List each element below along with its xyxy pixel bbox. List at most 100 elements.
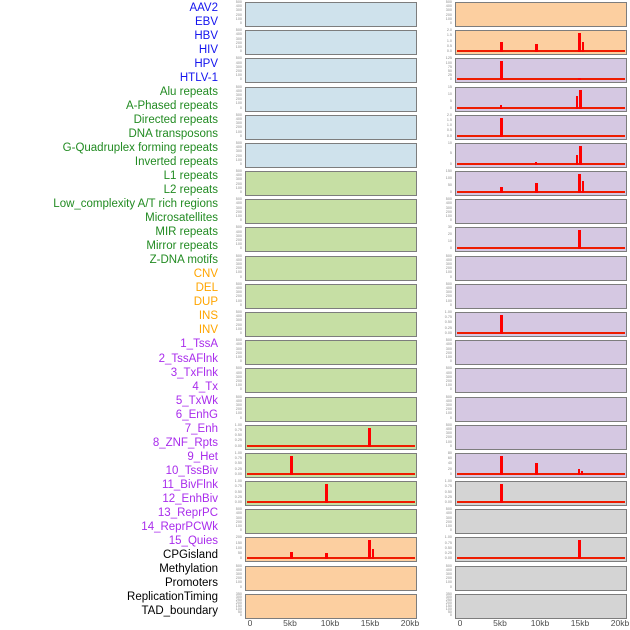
y-axis-tick-label: 300 [235,595,242,599]
y-axis-tick-label: 200 [235,294,242,299]
y-axis-tick-label: 400 [235,286,242,291]
y-axis-tick-label: 100 [445,270,452,275]
track-label-cnv: CNV [193,268,218,281]
y-axis-tick-label: 100 [235,580,242,585]
y-axis-tick-label: 50 [447,183,452,188]
track-plot-tad-boundary [455,593,627,619]
data-spike [577,540,581,560]
track-label-15-quies: 15_Quies [168,534,218,547]
y-axis-tick-label: 80 [447,451,452,455]
y-axis-tick-label: 100 [445,176,452,181]
y-axis-tick-label: 0.75 [444,484,452,489]
track-label-promoters: Promoters [164,576,218,589]
y-axis-tick-label: 500 [445,197,452,202]
y-axis-tick-label: 400 [445,342,452,347]
y-axis-tick-label: 200 [235,12,242,17]
data-spike [581,181,584,194]
track-plot-dup [245,593,417,619]
data-spike [500,104,502,109]
track-label-hbv: HBV [194,30,218,43]
y-axis-tick-label: 0.25 [234,466,242,471]
y-axis-tick-label: 0 [449,190,452,195]
y-axis-tick-label: 0 [449,613,452,617]
y-axis-tick-label: 0 [449,105,452,110]
track-label-l1-repeats: L1 repeats [163,170,218,183]
track-plot-htlv-1 [245,142,417,168]
track-label-hpv: HPV [194,58,218,71]
zero-baseline [457,247,625,250]
track-plot-g-quadruplex-forming-repeats [245,283,417,309]
track-plot-l2-repeats [245,368,417,394]
y-axis-tick-label: 0 [239,49,242,54]
y-axis-tick-label: 500 [445,394,452,399]
track-plot-13-reprpc [455,396,627,422]
y-axis-tick-label: 400 [235,4,242,9]
y-axis-tick-label: 125 [445,56,452,61]
y-axis-tick-label: 100 [445,383,452,388]
y-axis-tick-label: 1.5 [446,118,452,123]
y-axis-tick-label: 100 [235,101,242,106]
y-axis-tick-label: 400 [235,568,242,572]
y-axis-tick-label: 0 [449,387,452,392]
y-axis-tick-label: 300 [235,262,242,267]
y-axis-tick-label: 0 [239,331,242,336]
zero-baseline [247,557,415,560]
y-axis-tick-label: 100 [445,524,452,529]
zero-baseline [457,134,625,137]
track-label-htlv-1: HTLV-1 [179,72,218,85]
y-axis-tick-label: 500 [235,225,242,230]
data-spike [499,61,503,81]
data-spike [534,183,538,194]
y-axis-tick-label: 200 [445,210,452,214]
data-spike [289,455,293,475]
zero-baseline [457,331,625,334]
y-axis-tick-label: 300 [235,234,242,238]
y-axis-tick-label: 200 [235,97,242,102]
y-axis-tick-label: 400 [235,32,242,37]
data-spike [367,427,371,447]
track-label-dna-transposons: DNA transposons [128,128,219,141]
y-axis-tick-label: 100 [235,186,242,190]
track-label-inverted-repeats: Inverted repeats [134,156,218,169]
y-axis-tick-label: 100 [235,158,242,162]
y-axis-tick-label: 500 [445,507,452,512]
y-axis-tick-label: 0.50 [444,546,452,550]
y-axis-tick-label: 25 [447,73,452,78]
y-axis-tick-label: 400 [445,258,452,262]
y-axis-tick-label: 1.00 [444,310,452,315]
zero-baseline [457,50,625,53]
zero-baseline [457,472,625,475]
y-axis-tick-label: 200 [235,182,242,186]
track-label-z-dna-motifs: Z-DNA motifs [149,254,218,267]
track-plot-ins [455,2,627,27]
y-axis-tick-label: 0 [449,77,452,82]
track-label-tad-boundary: TAD_boundary [141,604,219,617]
track-plot-directed-repeats [245,227,417,253]
data-spike [581,42,584,53]
y-axis-tick-label: 0.75 [234,456,242,461]
y-axis-tick-label: 100 [235,242,242,247]
y-axis-tick-label: 150 [445,604,452,608]
y-axis-tick-label: 100 [235,355,242,360]
y-axis-tick-label: 200 [235,210,242,214]
y-axis-tick-label: 0 [239,105,242,110]
data-spike [577,33,581,53]
track-label-alu-repeats: Alu repeats [159,86,218,99]
track-plot-dna-transposons [245,255,417,281]
y-axis-tick-label: 300 [235,65,242,69]
y-axis-tick-label: 1.5 [446,33,452,38]
y-axis-tick-label: 100 [445,607,452,611]
track-label-a-phased-repeats: A-Phased repeats [125,100,218,113]
y-axis-tick-label: 5 [449,98,452,103]
y-axis-tick-label: 300 [235,572,242,577]
y-axis-tick-label: 0 [239,77,242,82]
track-plot-inv [455,30,627,56]
track-plot-del [245,565,417,591]
data-spike [499,117,503,137]
y-axis-tick-label: 400 [235,399,242,403]
x-axis-tick-label: 15kb [570,618,590,628]
track-plot-mir-repeats [245,452,417,478]
y-axis-tick-label: 0.50 [234,461,242,466]
data-spike [577,468,580,475]
track-plot-10-tssbiv [455,311,627,337]
